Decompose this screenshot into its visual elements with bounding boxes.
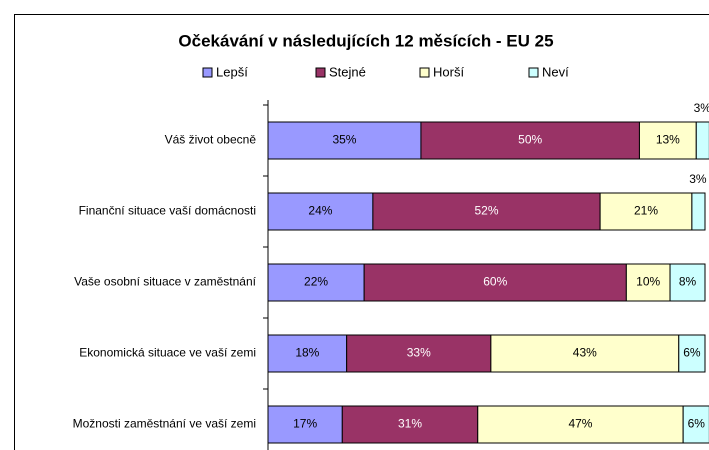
data-label: 18% xyxy=(295,346,319,360)
y-tick-label: Vaše osobní situace v zaměstnání xyxy=(74,275,257,289)
legend-label: Stejné xyxy=(329,64,366,79)
bar-segment xyxy=(678,334,706,373)
data-label: 10% xyxy=(636,275,660,289)
bar-segment xyxy=(490,334,680,373)
data-label: 52% xyxy=(474,204,498,218)
data-label: 6% xyxy=(688,417,706,431)
data-label: 22% xyxy=(304,275,328,289)
bar-segment xyxy=(267,192,374,231)
chart-frame xyxy=(14,14,709,450)
data-label: 17% xyxy=(293,417,317,431)
data-label: 47% xyxy=(568,417,592,431)
data-label: 21% xyxy=(634,204,658,218)
data-label: 35% xyxy=(332,133,356,147)
data-label: 8% xyxy=(679,275,697,289)
legend-label: Horší xyxy=(433,64,464,79)
data-label: 33% xyxy=(407,346,431,360)
bar-segment xyxy=(625,263,671,302)
data-label: 6% xyxy=(683,346,701,360)
data-label: 3% xyxy=(689,172,707,186)
bar-segment xyxy=(267,121,422,160)
legend-swatch xyxy=(315,67,326,78)
bar-segment xyxy=(695,121,709,160)
legend-swatch xyxy=(528,67,539,78)
legend-swatch xyxy=(419,67,430,78)
data-label: 13% xyxy=(656,133,680,147)
y-tick-label: Finanční situace vaší domácnosti xyxy=(79,204,256,218)
bar-segment xyxy=(477,405,684,444)
data-label: 3% xyxy=(694,101,709,115)
legend-swatch xyxy=(202,67,213,78)
legend-label: Neví xyxy=(542,64,569,79)
data-label: 43% xyxy=(573,346,597,360)
data-label: 60% xyxy=(483,275,507,289)
bar-segment xyxy=(638,121,697,160)
y-tick-label: Váš život obecně xyxy=(165,133,257,147)
bar-segment xyxy=(599,192,693,231)
bar-segment xyxy=(420,121,640,160)
bar-segment xyxy=(669,263,706,302)
bar-segment xyxy=(691,192,706,231)
y-tick-label: Ekonomická situace ve vaší zemi xyxy=(79,346,256,360)
legend-label: Lepší xyxy=(216,64,248,79)
data-label: 31% xyxy=(398,417,422,431)
bar-segment xyxy=(372,192,601,231)
chart-title: Očekávání v následujících 12 měsících - … xyxy=(178,31,553,50)
data-label: 24% xyxy=(308,204,332,218)
y-tick-label: Možnosti zaměstnání ve vaší zemi xyxy=(73,417,256,431)
bar-segment xyxy=(682,405,709,444)
data-label: 50% xyxy=(518,133,542,147)
bar-segment xyxy=(267,334,348,373)
